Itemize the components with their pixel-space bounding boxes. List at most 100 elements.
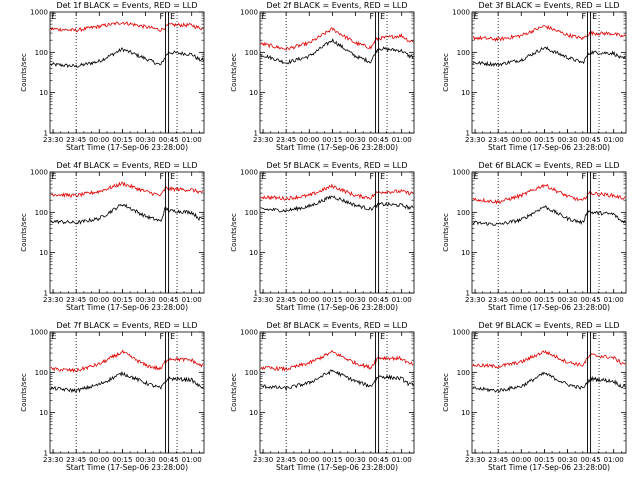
events-series-line bbox=[472, 205, 626, 226]
events-series-line bbox=[260, 195, 414, 213]
flag-e-label: E bbox=[170, 332, 175, 341]
x-tick-label: 01:00 bbox=[604, 136, 624, 144]
y-axis-label: Counts/sec bbox=[20, 213, 28, 252]
y-tick-label: 10 bbox=[461, 249, 470, 257]
x-tick-label: 00:45 bbox=[580, 296, 600, 304]
x-tick-label: 01:00 bbox=[604, 456, 624, 464]
flag-f-label: F bbox=[370, 332, 375, 341]
x-tick-label: 23:30 bbox=[43, 296, 63, 304]
x-tick-label: 00:45 bbox=[580, 456, 600, 464]
flag-f-label: F bbox=[370, 12, 375, 21]
y-axis-label: Counts/sec bbox=[230, 373, 238, 412]
y-tick-label: 1000 bbox=[452, 9, 470, 17]
y-tick-label: 1 bbox=[466, 290, 470, 298]
x-tick-label: 23:45 bbox=[488, 456, 508, 464]
events-series-line bbox=[260, 369, 414, 392]
flag-f-label: F bbox=[160, 172, 165, 181]
x-axis-label: Start Time (17-Sep-06 23:28:00) bbox=[276, 463, 398, 472]
y-tick-label: 100 bbox=[245, 209, 258, 217]
flag-e-label: E bbox=[380, 332, 385, 341]
y-tick-label: 1000 bbox=[240, 169, 258, 177]
x-tick-label: 00:00 bbox=[299, 136, 319, 144]
x-tick-label: 23:30 bbox=[253, 456, 273, 464]
y-tick-label: 100 bbox=[245, 369, 258, 377]
x-tick-label: 00:30 bbox=[345, 136, 365, 144]
x-tick-label: 01:00 bbox=[182, 136, 202, 144]
x-tick-label: 00:45 bbox=[158, 296, 178, 304]
flag-f-label: F bbox=[160, 12, 165, 21]
y-tick-label: 100 bbox=[245, 49, 258, 57]
x-tick-label: 23:45 bbox=[276, 296, 296, 304]
x-tick-label: 00:30 bbox=[345, 296, 365, 304]
y-tick-label: 1 bbox=[466, 130, 470, 138]
y-tick-label: 10 bbox=[249, 89, 258, 97]
y-axis-label: Counts/sec bbox=[20, 53, 28, 92]
plot-frame bbox=[49, 11, 205, 134]
x-axis-label: Start Time (17-Sep-06 23:28:00) bbox=[66, 303, 188, 312]
events-series-line bbox=[472, 46, 626, 67]
x-tick-label: 23:30 bbox=[465, 136, 485, 144]
x-tick-label: 23:45 bbox=[488, 136, 508, 144]
x-tick-label: 01:00 bbox=[604, 296, 624, 304]
x-tick-label: 00:45 bbox=[580, 136, 600, 144]
x-axis-label: Start Time (17-Sep-06 23:28:00) bbox=[66, 463, 188, 472]
y-tick-label: 1 bbox=[254, 130, 258, 138]
flag-e-label: E bbox=[262, 332, 267, 341]
plot-frame bbox=[471, 171, 627, 294]
x-tick-label: 23:45 bbox=[66, 296, 86, 304]
y-tick-label: 10 bbox=[461, 409, 470, 417]
lld-series-line bbox=[472, 183, 626, 205]
x-tick-label: 23:30 bbox=[43, 136, 63, 144]
x-tick-label: 00:45 bbox=[158, 136, 178, 144]
y-tick-label: 1000 bbox=[452, 169, 470, 177]
x-tick-label: 23:45 bbox=[488, 296, 508, 304]
x-tick-label: 00:15 bbox=[534, 136, 554, 144]
x-tick-label: 01:00 bbox=[182, 296, 202, 304]
x-tick-label: 00:15 bbox=[112, 456, 132, 464]
x-tick-label: 23:45 bbox=[276, 456, 296, 464]
x-tick-label: 23:30 bbox=[253, 296, 273, 304]
panel-title: Det 5f BLACK = Events, RED = LLD bbox=[266, 161, 407, 170]
y-axis-label: Counts/sec bbox=[442, 373, 450, 412]
panel-title: Det 2f BLACK = Events, RED = LLD bbox=[266, 1, 407, 10]
flag-e-label: E bbox=[380, 12, 385, 21]
flag-e-label: E bbox=[262, 172, 267, 181]
x-tick-label: 00:30 bbox=[557, 136, 577, 144]
x-tick-label: 00:00 bbox=[511, 456, 531, 464]
y-axis-label: Counts/sec bbox=[230, 53, 238, 92]
x-tick-label: 23:45 bbox=[66, 456, 86, 464]
flag-e-label: E bbox=[52, 12, 57, 21]
x-tick-label: 00:15 bbox=[112, 296, 132, 304]
x-tick-label: 00:30 bbox=[135, 456, 155, 464]
x-tick-label: 00:15 bbox=[112, 136, 132, 144]
events-series-line bbox=[50, 371, 204, 394]
flag-e-label: E bbox=[52, 172, 57, 181]
flag-e-label: E bbox=[474, 172, 479, 181]
x-tick-label: 00:45 bbox=[368, 136, 388, 144]
y-tick-label: 1000 bbox=[452, 329, 470, 337]
x-tick-label: 00:45 bbox=[158, 456, 178, 464]
panel-title: Det 7f BLACK = Events, RED = LLD bbox=[56, 321, 197, 330]
x-tick-label: 23:45 bbox=[276, 136, 296, 144]
y-tick-label: 1000 bbox=[30, 169, 48, 177]
panel-title: Det 3f BLACK = Events, RED = LLD bbox=[478, 1, 619, 10]
x-tick-label: 00:30 bbox=[345, 456, 365, 464]
x-tick-label: 00:30 bbox=[135, 296, 155, 304]
x-tick-label: 01:00 bbox=[182, 456, 202, 464]
panel-title: Det 1f BLACK = Events, RED = LLD bbox=[56, 1, 197, 10]
x-tick-label: 00:00 bbox=[89, 136, 109, 144]
flag-e-label: E bbox=[262, 12, 267, 21]
events-series-line bbox=[260, 37, 414, 65]
y-tick-label: 10 bbox=[39, 409, 48, 417]
flag-f-label: F bbox=[582, 172, 587, 181]
panel-title: Det 4f BLACK = Events, RED = LLD bbox=[56, 161, 197, 170]
flag-f-label: F bbox=[582, 12, 587, 21]
y-tick-label: 1000 bbox=[30, 9, 48, 17]
y-tick-label: 1 bbox=[44, 130, 48, 138]
